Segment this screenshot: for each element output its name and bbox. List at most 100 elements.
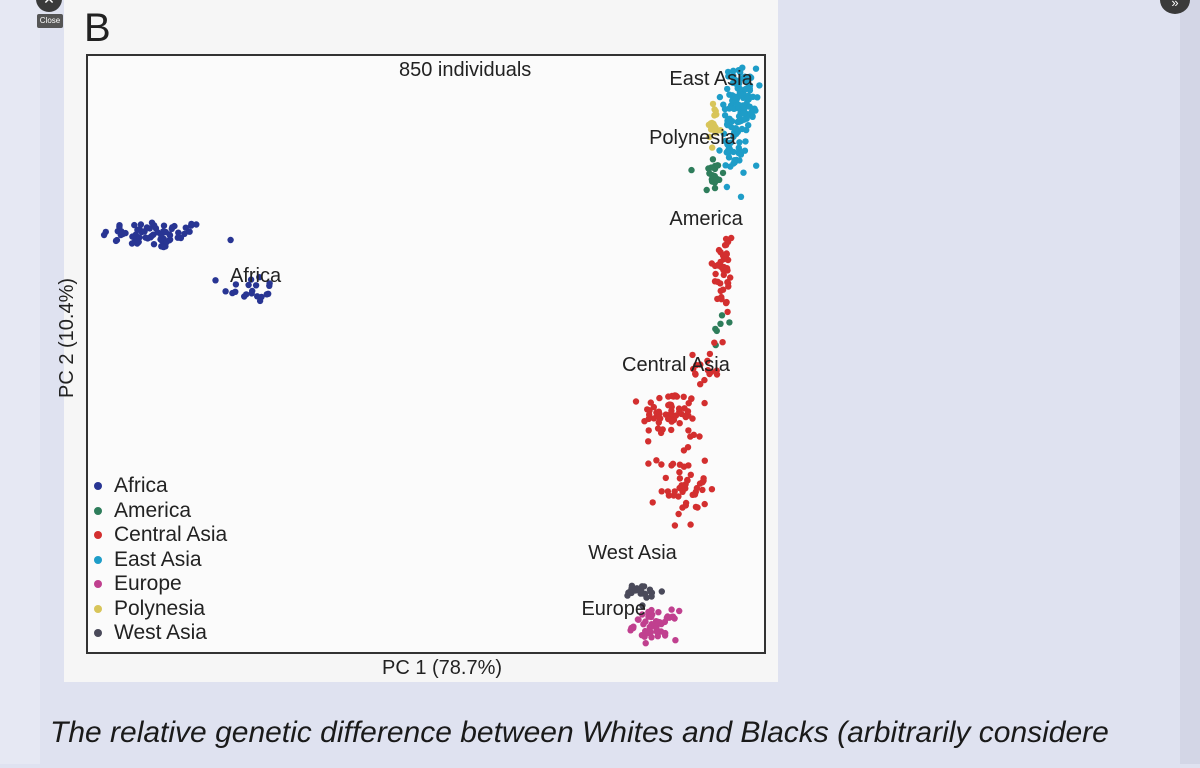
data-point [718, 312, 726, 319]
legend-item: Africa [94, 474, 227, 499]
data-point [266, 282, 273, 289]
data-point [701, 376, 708, 384]
data-point [658, 588, 665, 595]
data-point [643, 594, 650, 601]
data-point [647, 588, 654, 596]
data-point [646, 407, 653, 414]
data-point [725, 73, 732, 80]
data-point [742, 138, 749, 145]
data-point [676, 475, 684, 482]
legend-item: Polynesia [94, 597, 227, 622]
data-point [182, 224, 189, 231]
data-point [734, 101, 742, 108]
series-africa [100, 219, 273, 305]
legend-label: America [114, 498, 192, 522]
data-point [685, 427, 692, 434]
data-point [708, 368, 715, 375]
data-point [655, 408, 662, 415]
data-point [650, 403, 657, 411]
data-point [687, 521, 694, 528]
data-point [723, 183, 731, 191]
legend-marker [94, 531, 102, 540]
data-point [746, 103, 753, 110]
data-point [736, 139, 743, 146]
data-point [147, 233, 154, 241]
data-point [709, 100, 717, 108]
data-point [743, 126, 750, 134]
close-icon[interactable]: ✕ [36, 0, 62, 12]
panel-letter: B [84, 6, 111, 50]
next-arrow-icon[interactable]: » [1160, 0, 1190, 14]
plot-area: 850 individuals East Asia Polynesia America… [86, 54, 766, 654]
data-point [730, 67, 737, 74]
data-point [707, 126, 715, 133]
data-point [654, 425, 662, 432]
data-point [186, 228, 193, 235]
data-point [645, 438, 652, 445]
legend-item: East Asia [94, 548, 227, 573]
data-point [711, 184, 719, 192]
data-point [100, 231, 108, 239]
data-point [148, 219, 156, 226]
data-point [662, 629, 669, 637]
data-point [645, 608, 652, 616]
annotation-label: Africa [229, 264, 282, 287]
x-axis-label: PC 1 (78.7%) [382, 657, 503, 679]
data-point [668, 392, 676, 400]
data-point [122, 229, 129, 237]
data-point [641, 418, 648, 425]
annotation-label: 850 individuals [398, 58, 532, 81]
annotation-label: Polynesia [649, 127, 736, 150]
data-point [656, 394, 663, 402]
data-point [680, 393, 687, 400]
data-point [639, 611, 646, 618]
data-point [160, 228, 167, 235]
data-point [137, 221, 145, 228]
data-point [749, 93, 757, 100]
data-point [753, 162, 760, 169]
series-west-asia [624, 582, 665, 609]
data-point [688, 166, 695, 174]
data-point [715, 261, 722, 268]
close-button-label[interactable]: Close [37, 14, 63, 28]
data-point [730, 133, 737, 140]
data-point [134, 226, 141, 234]
data-point [668, 462, 675, 469]
annotation-label: America [669, 207, 743, 230]
data-point [709, 156, 717, 163]
data-point [658, 488, 665, 495]
data-point [662, 474, 669, 482]
data-point [671, 615, 678, 622]
data-point [254, 293, 261, 300]
legend-marker [94, 580, 102, 589]
data-point [642, 640, 649, 647]
data-point [699, 486, 706, 494]
data-point [131, 221, 138, 229]
data-point [752, 107, 759, 114]
data-point [723, 298, 730, 306]
data-point [712, 129, 719, 136]
data-point [703, 186, 710, 194]
legend-item: America [94, 499, 227, 524]
data-point [706, 350, 714, 358]
series-east-asia [716, 64, 763, 200]
data-point [243, 291, 250, 298]
data-point [649, 499, 656, 506]
data-point [160, 222, 168, 229]
data-point [687, 471, 694, 478]
legend-label: Central Asia [114, 523, 228, 547]
data-point [653, 457, 660, 464]
data-point [693, 484, 701, 492]
data-point [696, 433, 703, 440]
data-point [725, 283, 732, 290]
legend-marker [94, 604, 102, 613]
data-point [193, 221, 200, 228]
data-point [721, 112, 729, 119]
data-point [701, 399, 708, 407]
series-polynesia [705, 100, 724, 151]
data-point [740, 169, 747, 176]
data-point [714, 162, 722, 169]
data-point [663, 614, 670, 622]
data-point [729, 96, 736, 104]
data-point [701, 500, 708, 508]
